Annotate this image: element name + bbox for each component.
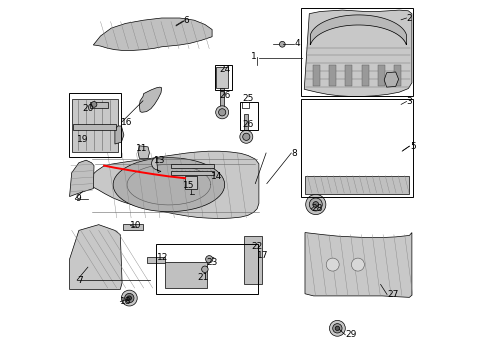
Text: 6: 6 (183, 17, 189, 26)
Text: 27: 27 (386, 290, 398, 299)
Text: 18: 18 (120, 297, 132, 306)
Polygon shape (69, 225, 122, 289)
Bar (312, 65, 320, 86)
Text: 15: 15 (183, 181, 194, 190)
Circle shape (325, 258, 339, 271)
Circle shape (205, 256, 212, 263)
Polygon shape (384, 72, 398, 87)
Text: 14: 14 (211, 172, 223, 181)
Bar (216, 67, 227, 88)
Bar (215, 65, 232, 90)
Circle shape (215, 106, 228, 119)
Text: 25: 25 (242, 94, 253, 103)
Circle shape (335, 326, 339, 330)
Circle shape (124, 293, 134, 303)
Bar (164, 262, 206, 288)
Circle shape (279, 41, 285, 47)
Text: 26: 26 (219, 91, 230, 100)
Text: 17: 17 (257, 251, 268, 260)
Circle shape (351, 258, 364, 271)
Text: 9: 9 (75, 194, 81, 203)
Text: 1: 1 (251, 53, 257, 62)
Bar (220, 88, 224, 111)
Text: 8: 8 (291, 149, 296, 158)
Bar (301, 99, 412, 197)
Bar (185, 176, 196, 189)
Text: 23: 23 (205, 258, 217, 266)
Polygon shape (69, 160, 94, 197)
Bar (305, 176, 408, 194)
Polygon shape (113, 158, 224, 212)
Circle shape (242, 133, 249, 140)
Circle shape (239, 130, 252, 143)
Circle shape (309, 198, 322, 211)
Text: 24: 24 (219, 65, 230, 74)
Text: 19: 19 (77, 135, 88, 144)
Polygon shape (305, 233, 411, 297)
Circle shape (201, 266, 208, 273)
Circle shape (91, 102, 97, 107)
Text: 11: 11 (136, 144, 147, 153)
Bar (377, 65, 384, 86)
Bar (170, 164, 213, 168)
Text: 16: 16 (121, 118, 133, 127)
Circle shape (312, 202, 318, 207)
Polygon shape (93, 18, 212, 50)
Bar (345, 65, 352, 86)
Text: 5: 5 (409, 142, 415, 151)
Bar (69, 93, 121, 157)
Text: 13: 13 (153, 156, 165, 166)
Bar (155, 244, 257, 294)
Polygon shape (151, 157, 161, 172)
Bar (72, 99, 118, 152)
Bar (73, 124, 116, 130)
Polygon shape (115, 126, 123, 144)
Bar (393, 65, 400, 86)
Circle shape (218, 109, 225, 116)
Text: 7: 7 (77, 276, 82, 284)
Circle shape (121, 290, 137, 306)
Bar (244, 114, 247, 135)
Bar (122, 224, 142, 230)
Text: 22: 22 (251, 242, 263, 251)
Bar (328, 65, 336, 86)
Text: 21: 21 (197, 274, 208, 282)
Text: 29: 29 (345, 330, 356, 339)
Polygon shape (139, 87, 162, 112)
Polygon shape (304, 10, 411, 96)
Bar (361, 65, 368, 86)
Circle shape (127, 296, 131, 300)
Text: 28: 28 (311, 204, 322, 213)
Text: 10: 10 (130, 221, 142, 230)
Circle shape (332, 324, 342, 333)
Text: 20: 20 (82, 104, 94, 113)
Polygon shape (138, 146, 149, 158)
Bar (244, 236, 261, 284)
Text: 3: 3 (406, 97, 411, 106)
Text: 2: 2 (406, 14, 411, 23)
Text: 12: 12 (157, 253, 168, 261)
Polygon shape (88, 151, 258, 219)
Text: 26: 26 (242, 120, 253, 129)
Bar (240, 102, 258, 130)
Circle shape (305, 194, 325, 215)
Bar (147, 257, 164, 263)
Bar (170, 171, 213, 175)
Bar (89, 102, 107, 108)
Circle shape (329, 320, 345, 336)
Text: 4: 4 (294, 40, 299, 49)
Bar (301, 8, 412, 96)
